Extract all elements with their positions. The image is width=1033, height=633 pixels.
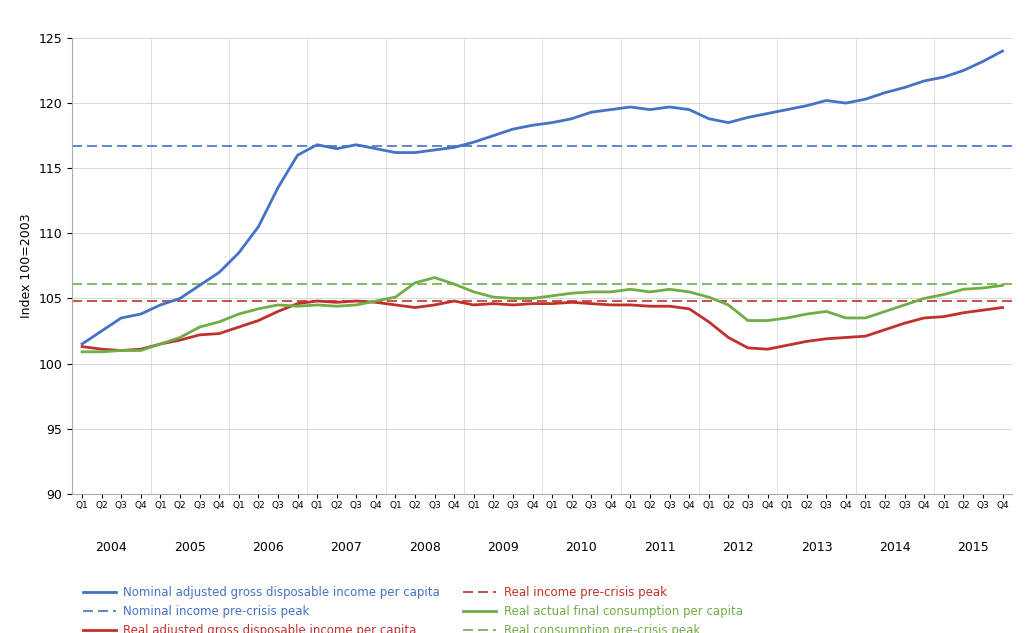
Text: 2015: 2015 xyxy=(958,541,989,555)
Text: 2009: 2009 xyxy=(488,541,519,555)
Text: 2012: 2012 xyxy=(722,541,754,555)
Y-axis label: Index 100=2003: Index 100=2003 xyxy=(21,213,33,318)
Text: 2013: 2013 xyxy=(801,541,833,555)
Text: 2006: 2006 xyxy=(252,541,284,555)
Text: 2008: 2008 xyxy=(409,541,441,555)
Text: 2014: 2014 xyxy=(879,541,911,555)
Text: 2010: 2010 xyxy=(566,541,597,555)
Legend: Nominal adjusted gross disposable income per capita, Nominal income pre-crisis p: Nominal adjusted gross disposable income… xyxy=(79,582,747,633)
Text: 2011: 2011 xyxy=(644,541,676,555)
Text: 2007: 2007 xyxy=(331,541,363,555)
Text: 2004: 2004 xyxy=(96,541,127,555)
Text: 2005: 2005 xyxy=(174,541,206,555)
